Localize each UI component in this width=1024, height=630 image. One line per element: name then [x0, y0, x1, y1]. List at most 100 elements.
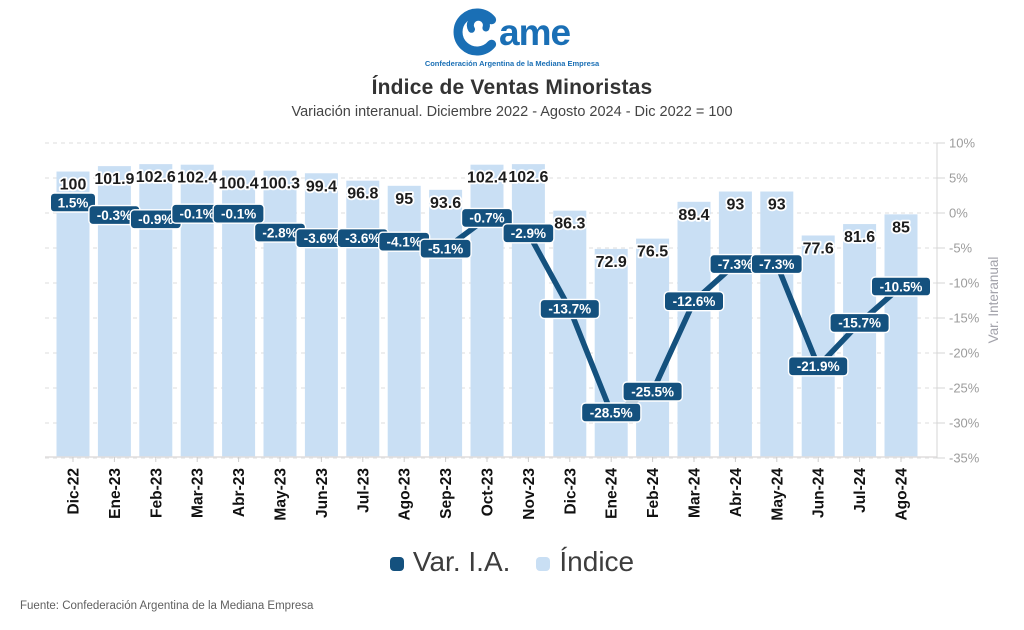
var-ia-label: -0.9% — [129, 209, 183, 230]
indice-bar — [760, 191, 794, 457]
legend-label-indice: Índice — [559, 546, 635, 577]
indice-bar — [387, 185, 421, 457]
x-axis-label: Abr-24 — [728, 468, 745, 517]
indice-value-label: 102.4 — [467, 170, 507, 187]
var-ia-label: -28.5% — [580, 402, 642, 423]
var-ia-label-pill — [787, 356, 849, 377]
right-axis-tick-label: -10% — [949, 276, 980, 291]
x-axis-label: Jul-24 — [852, 468, 869, 513]
right-axis-tick-label: -25% — [949, 381, 980, 396]
var-ia-label-text: -25.5% — [631, 384, 674, 399]
x-axis-label: Ago-24 — [894, 468, 911, 521]
came-logo-graphic: ame Confederación Argentina de la Median… — [425, 8, 600, 68]
right-axis-tick-label: -15% — [949, 311, 980, 326]
var-ia-label-pill — [502, 223, 555, 244]
x-axis-label: Jun-24 — [811, 468, 828, 518]
indice-value-label: 76.5 — [637, 244, 668, 261]
var-ia-label-text: -28.5% — [590, 405, 633, 420]
x-axis-label: Nov-23 — [521, 468, 538, 520]
indice-value-label: 86.3 — [554, 216, 585, 233]
right-axis-tick-label: -35% — [949, 451, 980, 466]
var-ia-label-pill — [750, 253, 803, 275]
var-ia-label: -3.6% — [295, 227, 348, 249]
indice-value-label: 102.6 — [136, 169, 176, 186]
indice-value-label: 81.6 — [844, 229, 875, 246]
var-ia-label-text: -7.3% — [759, 257, 794, 272]
x-axis-label: Dic-23 — [562, 468, 579, 515]
x-axis-label: Mar-24 — [687, 468, 704, 518]
x-axis-label: Feb-23 — [148, 468, 165, 518]
x-axis-label: Sep-23 — [438, 468, 455, 519]
x-axis-label: Oct-23 — [480, 468, 497, 517]
came-logo-c-swirl-icon — [453, 8, 497, 56]
indice-value-label: 85 — [892, 219, 910, 236]
came-logo-tagline: Confederación Argentina de la Mediana Em… — [425, 59, 600, 68]
var-ia-label-text: -0.3% — [97, 208, 132, 223]
var-ia-label-text: -4.1% — [387, 235, 422, 250]
var-ia-label-text: -15.7% — [838, 316, 881, 331]
indice-bar — [843, 224, 877, 457]
var-ia-label-pill — [870, 276, 932, 297]
var-ia-label-text: -0.1% — [180, 207, 215, 222]
x-axis-label: Ene-23 — [107, 468, 124, 519]
indice-value-label: 77.6 — [803, 240, 834, 257]
var-ia-label: -13.7% — [539, 298, 601, 320]
indice-value-label: 93 — [768, 197, 786, 214]
right-axis-tick-label: -30% — [949, 416, 980, 431]
indice-value-label: 96.8 — [347, 186, 378, 203]
var-ia-label: -7.3% — [750, 253, 803, 275]
x-axis-ticks — [72, 457, 902, 462]
indice-value-label: 102.4 — [177, 170, 217, 187]
indice-bar — [884, 214, 918, 457]
indice-value-label: 99.4 — [306, 178, 337, 195]
var-ia-label-text: -13.7% — [548, 302, 591, 317]
indice-value-label: 100 — [60, 177, 87, 194]
var-ia-label: -0.1% — [212, 203, 265, 224]
indice-value-label: 101.9 — [94, 171, 134, 188]
var-ia-label-text: -3.6% — [304, 231, 339, 246]
indice-swatch-icon — [536, 557, 551, 571]
right-axis-tick-label: -5% — [949, 241, 973, 256]
var-ia-label-pill — [212, 203, 265, 224]
var-ia-label-text: -12.6% — [673, 294, 716, 309]
var-ia-label-text: -0.7% — [469, 211, 504, 226]
indice-bar — [429, 189, 463, 457]
right-axis-tick-label: 10% — [949, 136, 975, 151]
var-ia-label-pill — [419, 238, 472, 259]
var-ia-label-text: -21.9% — [797, 359, 840, 374]
legend-item-var-ia: Var. I.A. — [389, 546, 510, 578]
x-axis-label: Abr-23 — [231, 468, 248, 517]
legend-item-indice: Índice — [536, 546, 634, 578]
var-ia-label-text: 1.5% — [58, 195, 89, 210]
indice-bar — [801, 235, 835, 457]
var-ia-label: -2.9% — [502, 223, 555, 244]
indice-value-label: 93.6 — [430, 195, 461, 212]
var-ia-label-pill — [49, 192, 97, 213]
var-ia-label: -10.5% — [870, 276, 932, 297]
var-ia-label: -5.1% — [419, 238, 472, 259]
indice-value-label: 102.6 — [508, 169, 548, 186]
var-ia-labels: 1.5%-0.3% -0.9% -0.1% -0.1%-2.8% -3.6% -3.6% -… — [49, 192, 932, 423]
indice-bar — [139, 164, 173, 457]
indice-value-label: 93 — [727, 197, 745, 214]
right-axis-tick-label: 5% — [949, 171, 968, 186]
var-ia-label-pill — [622, 381, 684, 402]
var-ia-label: -3.6% — [336, 227, 389, 249]
var-ia-label: -2.8% — [253, 222, 307, 243]
var-ia-label: -0.7% — [460, 207, 514, 229]
indice-value-label: 100.3 — [260, 176, 300, 193]
right-axis-tick-label: -20% — [949, 346, 980, 361]
var-ia-label: -21.9% — [787, 356, 849, 377]
x-axis-label: Feb-24 — [645, 468, 662, 518]
retail-sales-index-chart: 10% 5% 0% -5% -10% -15% -20% -25% -30% -35% Var. I… — [45, 136, 1001, 521]
var-ia-label-pill — [580, 402, 642, 423]
var-ia-label-pill — [829, 312, 891, 334]
page-title: Índice de Ventas Minoristas — [371, 76, 653, 99]
var-ia-label-pill — [663, 291, 725, 312]
indice-bar — [304, 173, 338, 457]
var-ia-swatch-icon — [389, 557, 404, 571]
page-subtitle: Variación interanual. Diciembre 2022 - A… — [291, 104, 733, 120]
var-ia-label-text: -0.1% — [221, 207, 256, 222]
var-ia-label-text: -3.6% — [345, 231, 380, 246]
chart-legend: Var. I.A. Índice — [0, 546, 1024, 578]
